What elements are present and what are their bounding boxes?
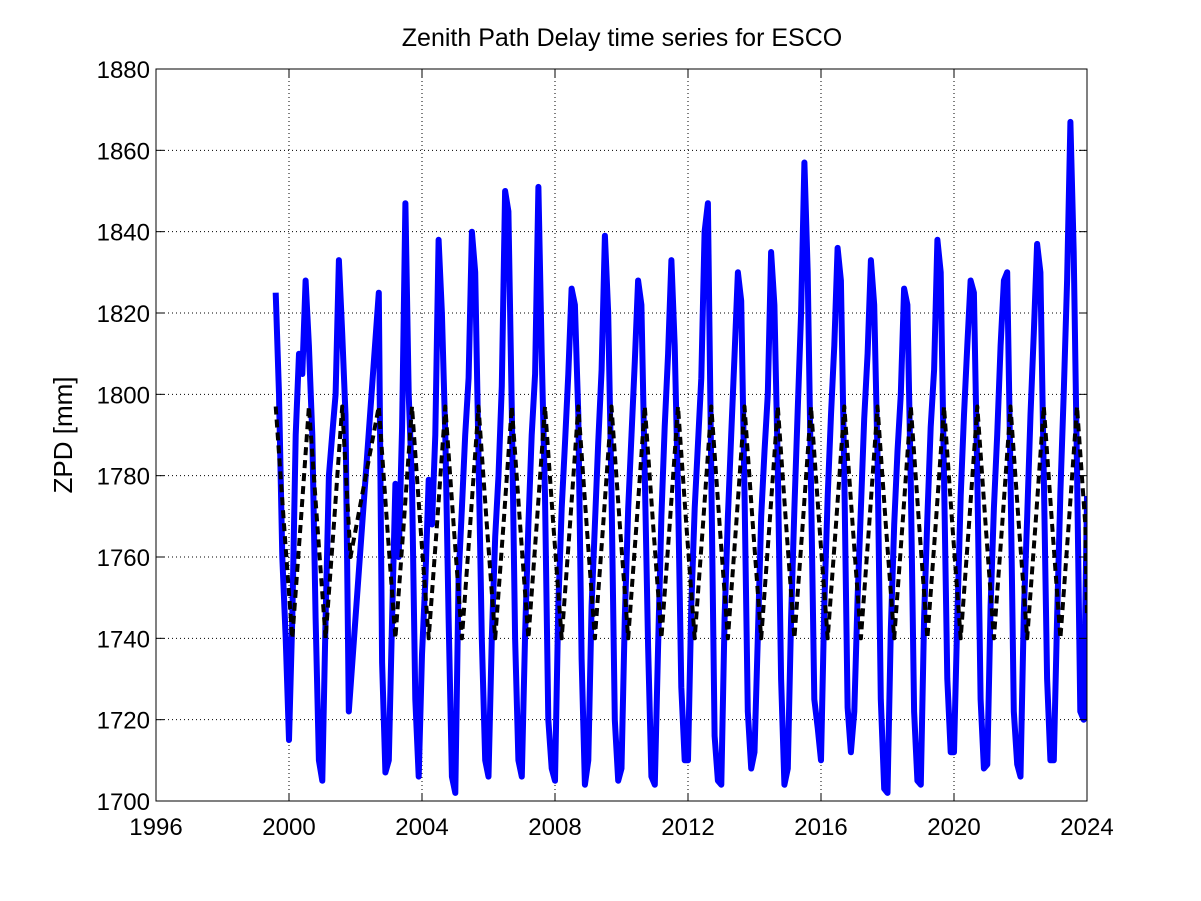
- y-tick-label: 1760: [97, 545, 150, 572]
- series-line-dashed: [273, 404, 1087, 641]
- x-tick-label: 2020: [927, 814, 980, 841]
- plot-series: [272, 118, 1087, 796]
- x-tick-label: 2024: [1060, 814, 1113, 841]
- y-tick-label: 1800: [97, 382, 150, 409]
- y-tick-label: 1720: [97, 708, 150, 735]
- axis-ticks: 1996 2000 2004 2008 2012 2016 2020 2024 1700 1720…: [97, 57, 1114, 841]
- x-tick-label: 2012: [661, 814, 714, 841]
- chart-title: Zenith Path Delay time series for ESCO: [402, 24, 842, 52]
- x-tick-label: 2000: [262, 814, 315, 841]
- y-tick-label: 1860: [97, 138, 150, 165]
- series-line-solid: [272, 118, 1087, 796]
- y-tick-label: 1700: [97, 789, 150, 816]
- y-tick-label: 1820: [97, 301, 150, 328]
- x-tick-label: 2016: [794, 814, 847, 841]
- x-tick-label: 2004: [395, 814, 448, 841]
- plot-frame: [155, 68, 1088, 802]
- y-tick-label: 1840: [97, 220, 150, 247]
- y-tick-label: 1740: [97, 626, 150, 653]
- x-tick-label: 2008: [528, 814, 581, 841]
- y-tick-label: 1880: [97, 57, 150, 84]
- y-axis-label: ZPD [mm]: [48, 377, 78, 494]
- y-tick-label: 1780: [97, 464, 150, 491]
- x-tick-label: 1996: [129, 814, 182, 841]
